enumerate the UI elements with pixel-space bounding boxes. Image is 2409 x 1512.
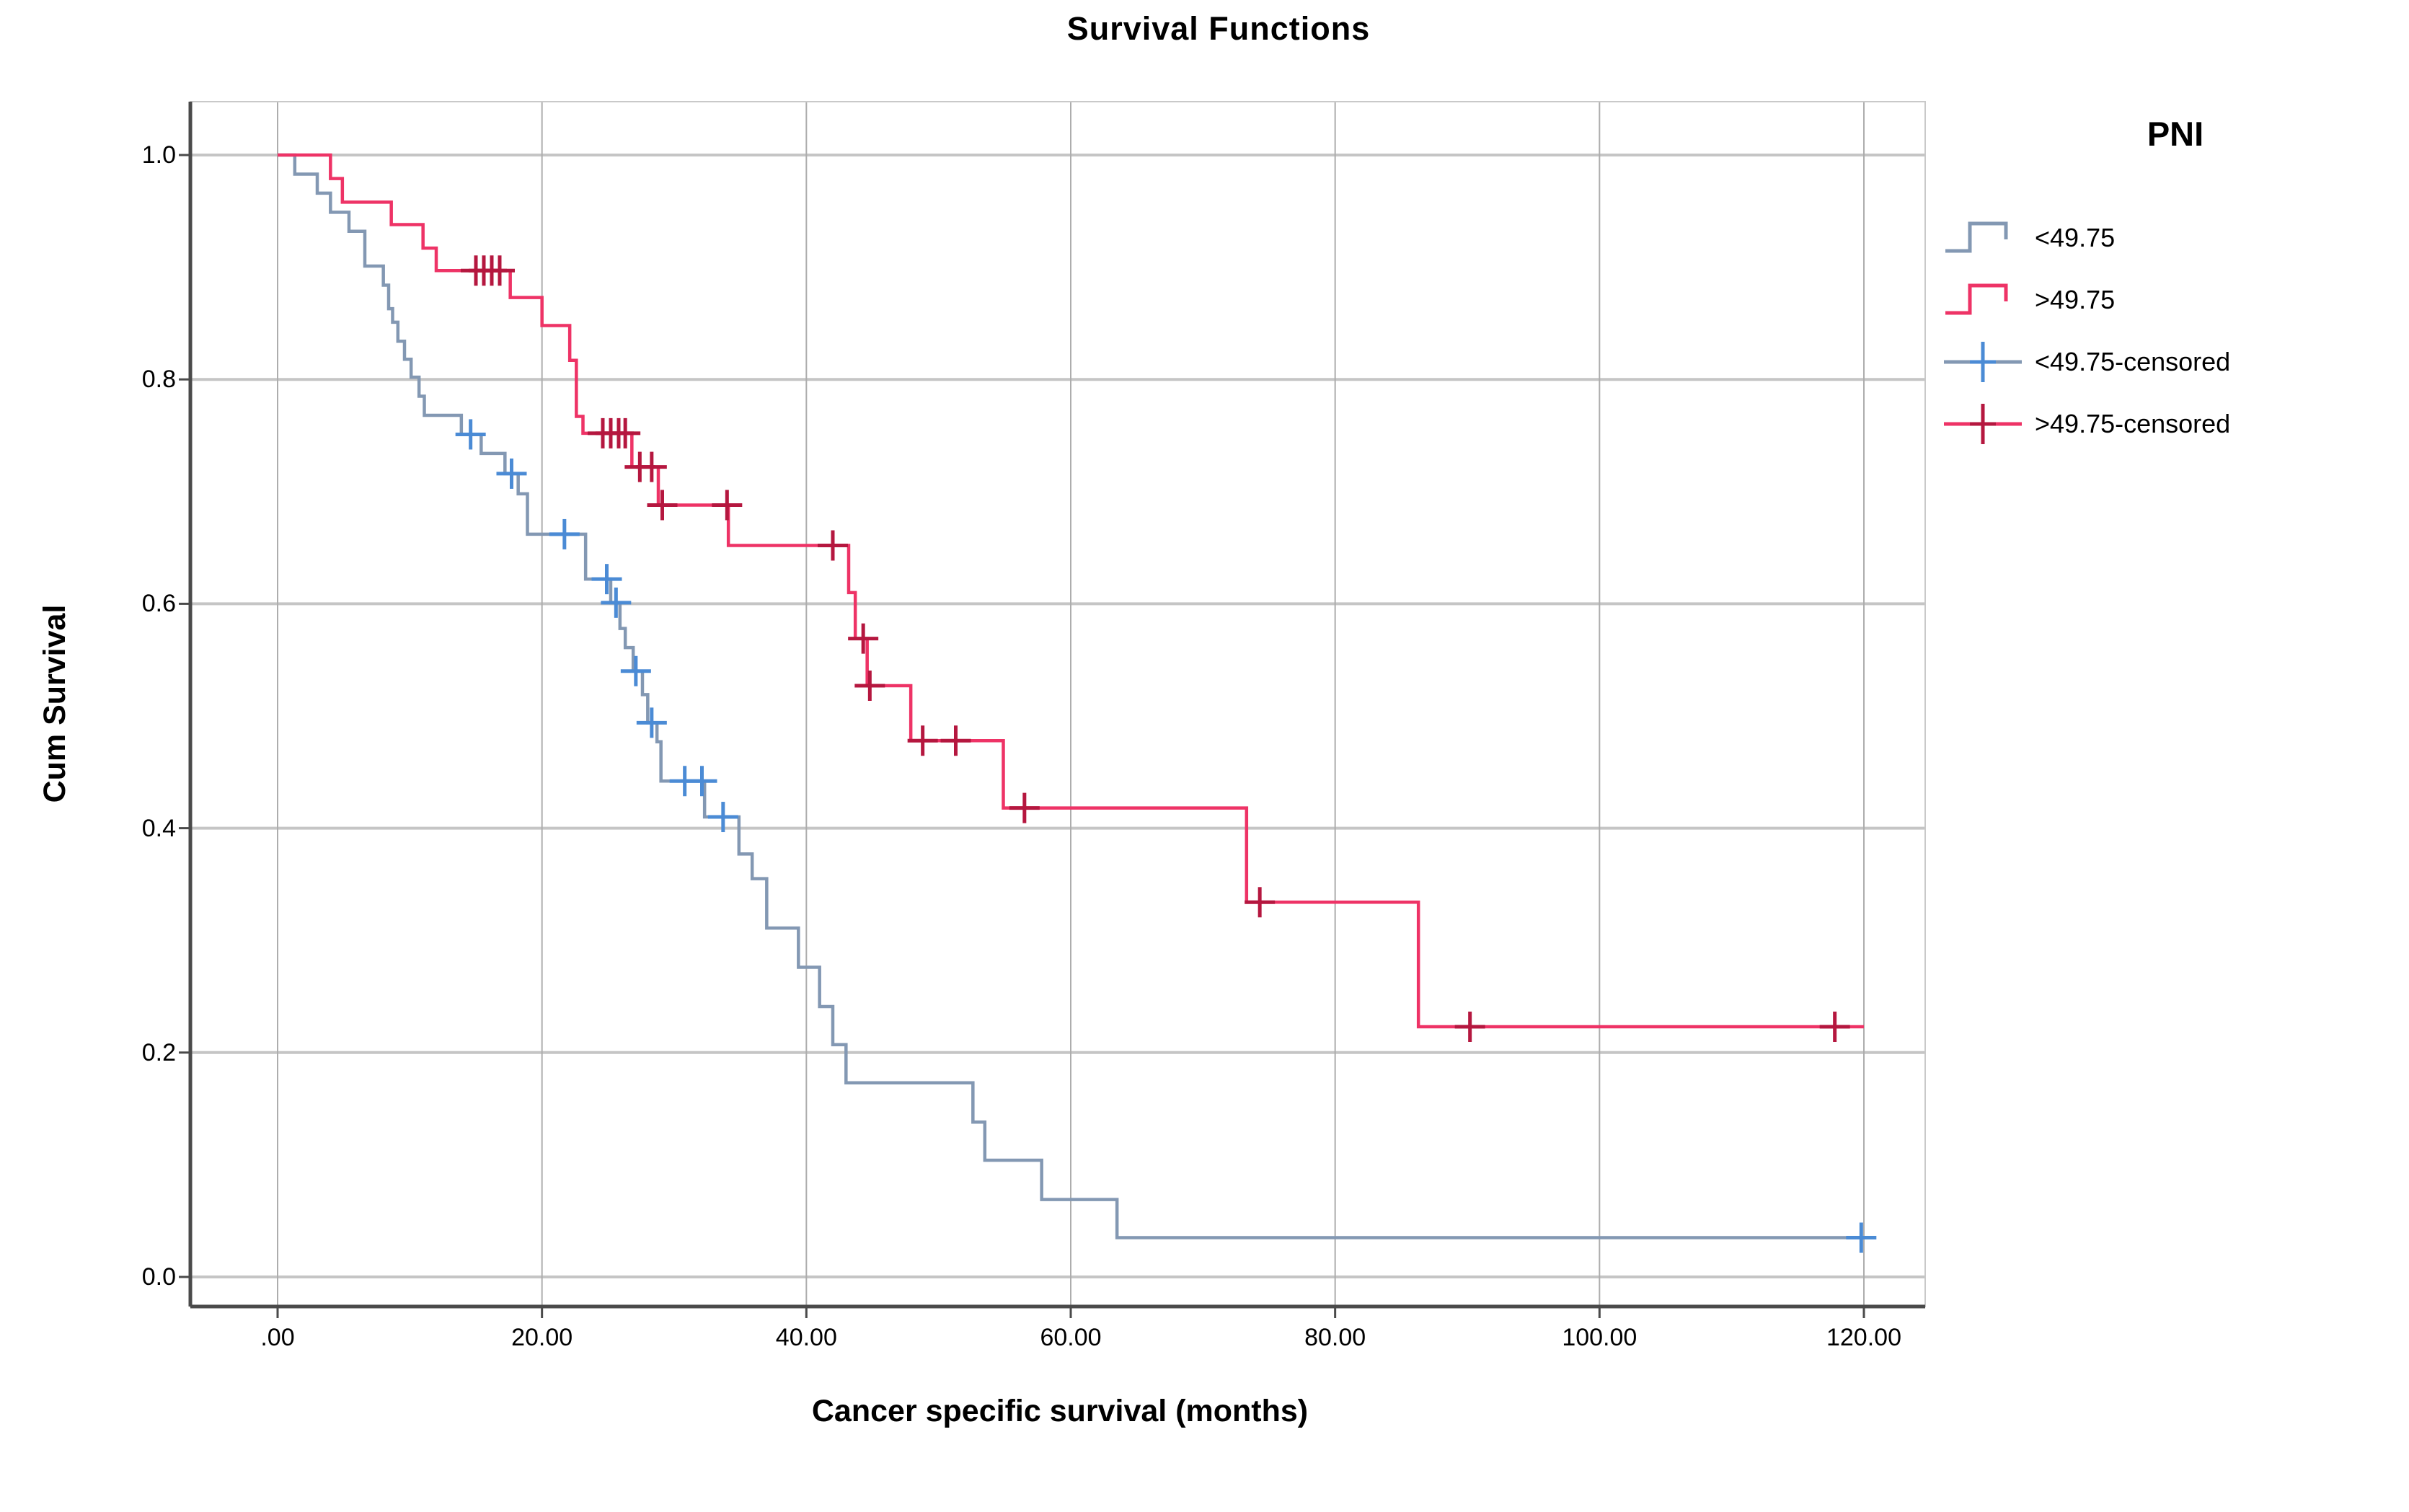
y-tick-label: 1.0 [141, 141, 176, 169]
censor-marks-lt4975 [455, 419, 1877, 1253]
legend-item-label: >49.75-censored [2035, 409, 2231, 438]
legend-item--49-75-censored: <49.75-censored [1941, 331, 2230, 393]
y-tick-label: 0.0 [141, 1263, 176, 1291]
plot-frame [190, 101, 1926, 1307]
y-tick-label: 0.4 [141, 814, 176, 842]
legend-item--49-75: <49.75 [1941, 207, 2230, 269]
legend-censor-plus-icon [1944, 404, 2022, 444]
y-tick-label: 0.6 [141, 590, 176, 618]
x-tick-label: 60.00 [1040, 1324, 1102, 1351]
legend-step-line-icon [1945, 221, 2008, 253]
x-tick-label: .00 [260, 1324, 295, 1351]
x-tick-label: 100.00 [1562, 1324, 1637, 1351]
x-axis-label: Cancer specific survival (months) [811, 1394, 1309, 1428]
legend-item-label: >49.75 [2035, 285, 2116, 314]
legend: <49.75 >49.75 <49.75-censored >49.75-censor… [1941, 207, 2230, 455]
legend-item--49-75-censored: >49.75-censored [1941, 393, 2230, 455]
legend-item--49-75: >49.75 [1941, 269, 2230, 331]
chart-title: Survival Functions [1066, 10, 1371, 47]
x-tick-label: 20.00 [511, 1324, 573, 1351]
censor-marks-gt4975 [460, 255, 1850, 1043]
y-tick-label: 0.8 [141, 366, 176, 394]
y-tick-label: 0.2 [141, 1038, 176, 1066]
legend-item-label: <49.75-censored [2035, 347, 2231, 376]
x-tick-label: 40.00 [775, 1324, 837, 1351]
legend-item-label: <49.75 [2035, 223, 2116, 252]
legend-censor-plus-icon [1944, 342, 2022, 382]
legend-title: PNI [2147, 115, 2204, 153]
x-tick-label: 120.00 [1826, 1324, 1901, 1351]
x-tick-label: 80.00 [1304, 1324, 1366, 1351]
y-axis-label: Cum Survival [37, 604, 72, 803]
survival-curve-lt4975 [278, 153, 1864, 1239]
legend-step-line-icon [1945, 283, 2008, 315]
